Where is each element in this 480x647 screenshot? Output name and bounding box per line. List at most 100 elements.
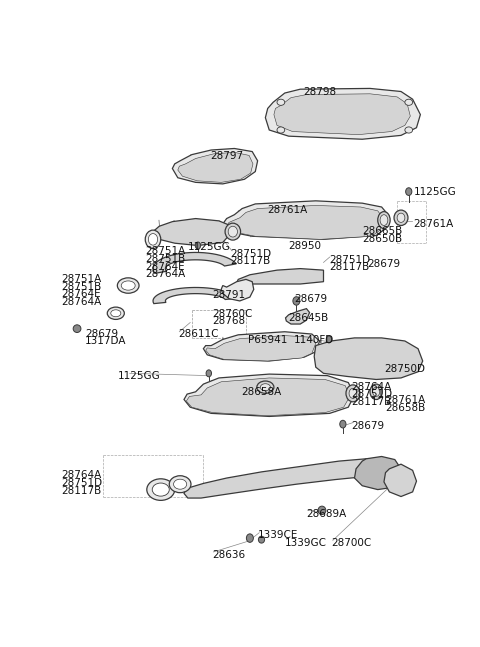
Text: P65941: P65941 — [248, 334, 287, 345]
Ellipse shape — [394, 210, 408, 226]
Ellipse shape — [406, 188, 412, 195]
Ellipse shape — [174, 479, 187, 489]
Text: 28764A: 28764A — [61, 297, 102, 307]
Text: 28645B: 28645B — [288, 313, 329, 324]
Text: 28750D: 28750D — [384, 364, 425, 374]
Text: 28751A: 28751A — [145, 247, 185, 256]
Text: 28658B: 28658B — [385, 402, 426, 413]
Text: 28751D: 28751D — [61, 478, 103, 488]
Polygon shape — [153, 252, 236, 274]
Polygon shape — [265, 89, 420, 139]
Ellipse shape — [397, 213, 405, 223]
Text: 28768: 28768 — [212, 316, 245, 326]
Text: 28636: 28636 — [212, 551, 245, 560]
Ellipse shape — [117, 278, 139, 293]
Polygon shape — [286, 309, 310, 324]
Ellipse shape — [257, 381, 274, 393]
Ellipse shape — [372, 387, 380, 397]
Ellipse shape — [318, 506, 326, 514]
Ellipse shape — [73, 325, 81, 333]
Text: 28751D: 28751D — [230, 248, 272, 259]
Text: 28761A: 28761A — [385, 395, 426, 405]
Text: 28751D: 28751D — [330, 255, 371, 265]
Ellipse shape — [107, 307, 124, 320]
Text: 28611C: 28611C — [178, 329, 218, 340]
Polygon shape — [178, 152, 253, 182]
Text: 28751D: 28751D — [351, 389, 393, 399]
Text: 28679: 28679 — [294, 294, 327, 304]
Text: 28764A: 28764A — [145, 269, 185, 280]
Text: 1125GG: 1125GG — [118, 371, 161, 381]
Text: 28665B: 28665B — [362, 226, 403, 236]
Ellipse shape — [148, 234, 157, 245]
Ellipse shape — [380, 215, 388, 226]
Text: 28700C: 28700C — [331, 538, 372, 548]
Polygon shape — [221, 280, 254, 301]
Ellipse shape — [293, 297, 300, 305]
Ellipse shape — [260, 384, 270, 391]
Ellipse shape — [195, 242, 201, 249]
Text: 28761A: 28761A — [268, 204, 308, 215]
Ellipse shape — [405, 127, 413, 133]
Text: 1125GG: 1125GG — [413, 187, 456, 197]
Ellipse shape — [225, 223, 240, 240]
Polygon shape — [153, 287, 238, 303]
Polygon shape — [384, 464, 417, 496]
Text: 28764E: 28764E — [145, 261, 185, 272]
Text: 28117B: 28117B — [351, 397, 392, 407]
Ellipse shape — [147, 479, 175, 500]
Ellipse shape — [228, 226, 238, 237]
Polygon shape — [274, 94, 410, 135]
Text: 28764E: 28764E — [61, 289, 101, 300]
Text: 1140FD: 1140FD — [294, 334, 334, 345]
Ellipse shape — [206, 370, 212, 377]
Polygon shape — [227, 206, 384, 239]
Polygon shape — [206, 336, 316, 361]
Text: 28761A: 28761A — [413, 219, 454, 228]
Polygon shape — [186, 378, 350, 415]
Ellipse shape — [111, 310, 121, 317]
Polygon shape — [223, 201, 389, 239]
Text: 28117B: 28117B — [330, 263, 370, 272]
Ellipse shape — [152, 483, 169, 496]
Text: 28798: 28798 — [303, 87, 336, 97]
Ellipse shape — [277, 99, 285, 105]
Ellipse shape — [326, 336, 332, 343]
Ellipse shape — [121, 281, 135, 290]
Text: 1125GG: 1125GG — [188, 241, 230, 252]
Polygon shape — [314, 338, 423, 380]
Ellipse shape — [340, 421, 346, 428]
Ellipse shape — [145, 230, 161, 248]
Ellipse shape — [405, 99, 413, 105]
Polygon shape — [234, 269, 324, 285]
Text: 28764A: 28764A — [351, 382, 392, 392]
Text: 28117B: 28117B — [230, 256, 271, 267]
Text: 28751B: 28751B — [145, 254, 185, 264]
Text: 28791: 28791 — [212, 290, 245, 300]
Polygon shape — [204, 332, 320, 361]
Text: 28797: 28797 — [210, 151, 243, 161]
Text: 28760C: 28760C — [212, 309, 252, 318]
Text: 28650B: 28650B — [362, 234, 402, 244]
Ellipse shape — [346, 385, 360, 402]
Ellipse shape — [349, 388, 357, 399]
Text: 28751B: 28751B — [61, 281, 102, 292]
Polygon shape — [184, 374, 355, 417]
Text: 28117B: 28117B — [61, 486, 102, 496]
Text: 28751A: 28751A — [61, 274, 102, 284]
Text: 1339CE: 1339CE — [258, 531, 298, 540]
Text: 28950: 28950 — [288, 241, 321, 251]
Text: 28679: 28679 — [351, 421, 384, 431]
Ellipse shape — [378, 212, 390, 228]
Text: 28679: 28679 — [85, 329, 118, 338]
Text: 28764A: 28764A — [61, 470, 102, 480]
Text: 1317DA: 1317DA — [85, 336, 126, 346]
Ellipse shape — [246, 534, 253, 542]
Polygon shape — [184, 459, 393, 498]
Ellipse shape — [169, 476, 191, 492]
Ellipse shape — [258, 536, 264, 543]
Ellipse shape — [370, 384, 383, 399]
Polygon shape — [147, 219, 232, 245]
Text: 1339GC: 1339GC — [285, 538, 327, 548]
Text: 28689A: 28689A — [306, 509, 347, 519]
